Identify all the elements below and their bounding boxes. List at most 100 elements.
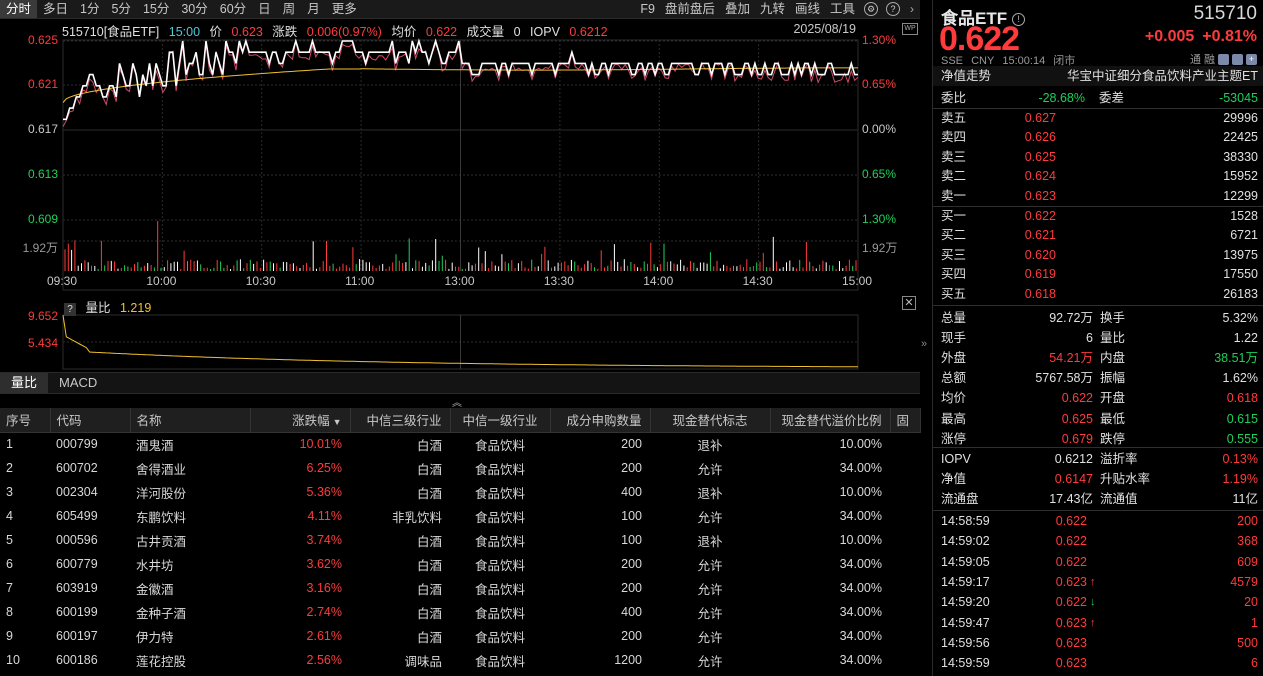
period-tab[interactable]: 更多 — [331, 2, 357, 16]
sort-desc-icon[interactable]: ▼ — [332, 417, 342, 428]
citic-l1-industry: 食品饮料 — [474, 534, 525, 549]
period-tab[interactable]: 日 — [258, 2, 271, 16]
table-row[interactable]: 6 600779 水井坊 3.62% 白酒 食品饮料 200 允许 34.00% — [0, 552, 920, 576]
column-header[interactable]: 代码 — [50, 408, 131, 433]
tick-row[interactable]: 14:58:59 0.622 200 — [933, 511, 1263, 531]
column-header[interactable]: 成分申购数量 — [550, 408, 651, 433]
stat-row[interactable]: 净值 0.6147 升贴水率 1.19% — [933, 469, 1263, 489]
help-icon[interactable]: ? — [886, 2, 900, 16]
bid-row[interactable]: 买五 0.618 26183 — [933, 284, 1263, 304]
table-row[interactable]: 5 000596 古井贡酒 3.74% 白酒 食品饮料 100 退补 10.00% — [0, 528, 920, 552]
tick-row[interactable]: 14:59:20 0.622 ↓ 20 — [933, 592, 1263, 612]
settings-icon[interactable]: ⚙ — [864, 2, 878, 16]
column-header[interactable]: 名称 — [130, 408, 251, 433]
column-header[interactable]: 中信三级行业 — [350, 408, 451, 433]
overflow-cell — [890, 648, 920, 672]
table-row[interactable]: 2 600702 舍得酒业 6.25% 白酒 食品饮料 200 允许 34.00% — [0, 456, 920, 480]
period-tab[interactable]: 30分 — [181, 2, 208, 16]
toolbar-action[interactable]: 叠加 — [724, 1, 750, 16]
stat-row[interactable]: 总额 5767.58万 振幅 1.62% — [933, 368, 1263, 388]
bell-icon[interactable] — [1232, 53, 1243, 65]
column-header[interactable]: 现金替代标志 — [650, 408, 771, 433]
cash-sub-flag: 允许 — [697, 510, 723, 525]
nav-trend-link[interactable]: 净值走势 — [941, 69, 992, 83]
toolbar-action[interactable]: F9 — [640, 1, 655, 16]
table-row[interactable]: 3 002304 洋河股份 5.36% 白酒 食品饮料 400 退补 10.00% — [0, 480, 920, 504]
toolbar-action[interactable]: 盘前盘后 — [664, 1, 715, 16]
ask-row[interactable]: 卖三 0.625 38330 — [933, 147, 1263, 167]
add-watchlist-icon[interactable]: + — [1246, 53, 1257, 65]
ask-row[interactable]: 卖一 0.623 12299 — [933, 186, 1263, 206]
bid-row[interactable]: 买一 0.622 1528 — [933, 206, 1263, 226]
tick-row[interactable]: 14:59:17 0.623 ↑ 4579 — [933, 572, 1263, 592]
quote-change: +0.005 +0.81% — [1137, 28, 1257, 46]
stat-row[interactable]: 总量 92.72万 换手 5.32% — [933, 308, 1263, 328]
iopv-label: IOPV — [530, 25, 560, 39]
period-tab[interactable]: 多日 — [43, 2, 69, 16]
tick-row[interactable]: 14:59:47 0.623 ↑ 1 — [933, 613, 1263, 633]
ask-row[interactable]: 卖五 0.627 29996 — [933, 108, 1263, 128]
stat-row[interactable]: 流通盘 17.43亿 流通值 11亿 — [933, 489, 1263, 509]
period-tab[interactable]: 5分 — [111, 2, 131, 16]
question-icon[interactable]: ? — [64, 303, 76, 316]
close-icon[interactable]: ✕ — [902, 296, 916, 310]
column-header[interactable]: 涨跌幅 ▼ — [250, 408, 351, 433]
intraday-chart[interactable]: 515710[食品ETF] 15:00 价 0.623 涨跌 0.006(0.9… — [0, 19, 920, 295]
tick-row[interactable]: 14:59:56 0.623 500 — [933, 633, 1263, 653]
stat-row[interactable]: 涨停 0.679 跌停 0.555 — [933, 429, 1263, 449]
tab-volume-ratio[interactable]: 量比 — [0, 373, 49, 393]
period-tab[interactable]: 1分 — [80, 2, 100, 16]
column-header[interactable]: 现金替代溢价比例 — [770, 408, 891, 433]
quote-change-pct: +0.81% — [1202, 28, 1257, 45]
table-row[interactable]: 4 605499 东鹏饮料 4.11% 非乳饮料 食品饮料 100 允许 34.00% — [0, 504, 920, 528]
column-header[interactable]: 固 — [890, 408, 921, 433]
volume-ratio-panel[interactable]: ? 量比 1.219 ✕ 9.652 5.434 — [0, 295, 920, 373]
info-icon[interactable]: ! — [1012, 13, 1026, 26]
volume-ratio-value: 1.219 — [119, 301, 152, 315]
table-row[interactable]: 9 600197 伊力特 2.61% 白酒 食品饮料 200 允许 34.00% — [0, 624, 920, 648]
bid-volume: 6721 — [1230, 228, 1258, 243]
ask-row[interactable]: 卖二 0.624 15952 — [933, 166, 1263, 186]
column-header[interactable]: 序号 — [0, 408, 51, 433]
ask-row[interactable]: 卖四 0.626 22425 — [933, 127, 1263, 147]
toolbar-action[interactable]: 画线 — [794, 1, 820, 16]
table-row[interactable]: 1 000799 酒鬼酒 10.01% 白酒 食品饮料 200 退补 10.00% — [0, 432, 920, 456]
table-row[interactable]: 7 603919 金徽酒 3.16% 白酒 食品饮料 200 允许 34.00% — [0, 576, 920, 600]
period-tab[interactable]: 15分 — [142, 2, 170, 16]
stat-value: 0.622 — [1061, 391, 1093, 406]
collapse-arrow-icon[interactable]: » — [921, 338, 928, 350]
index-name: 华宝中证细分食品饮料产业主题ET — [1067, 69, 1258, 83]
stat-row[interactable]: 外盘 54.21万 内盘 38.51万 — [933, 348, 1263, 368]
stat-row[interactable]: 最高 0.625 最低 0.615 — [933, 409, 1263, 429]
constituents-table[interactable]: 序号 代码 名称 涨跌幅 ▼ 中信三级行业 中信一级行业 成分申购数量 现金替代标志 现金替代溢价… — [0, 408, 921, 676]
stat-row[interactable]: 现手 6 量比 1.22 — [933, 328, 1263, 348]
period-tab[interactable]: 60分 — [219, 2, 247, 16]
stat-row[interactable]: 均价 0.622 开盘 0.618 — [933, 388, 1263, 408]
period-tabs: 分时 多日 1分 5分 15分 30分 60分日周月更多 — [0, 0, 363, 18]
period-tab[interactable]: 分时 — [0, 0, 38, 18]
nav-trend-row[interactable]: 净值走势 华宝中证细分食品饮料产业主题ET — [933, 66, 1263, 86]
tick-row[interactable]: 14:59:05 0.622 609 — [933, 552, 1263, 572]
table-row[interactable]: 8 600199 金种子酒 2.74% 白酒 食品饮料 400 允许 34.00% — [0, 600, 920, 624]
bid-row[interactable]: 买二 0.621 6721 — [933, 225, 1263, 245]
column-header[interactable]: 中信一级行业 — [450, 408, 551, 433]
chevron-right-icon[interactable]: › — [910, 2, 914, 16]
stock-code: 600702 — [56, 461, 98, 475]
period-tab[interactable]: 月 — [307, 2, 320, 16]
tick-row[interactable]: 14:59:59 0.623 6 — [933, 653, 1263, 673]
bid-row[interactable]: 买四 0.619 17550 — [933, 264, 1263, 284]
toolbar-action[interactable]: 工具 — [829, 1, 855, 16]
tab-macd[interactable]: MACD — [59, 375, 98, 390]
table-row[interactable]: 10 600186 莲花控股 2.56% 调味品 食品饮料 1200 允许 34.00% — [0, 648, 920, 672]
tick-volume: 200 — [1237, 514, 1258, 528]
stat-row[interactable]: IOPV 0.6212 溢折率 0.13% — [933, 449, 1263, 469]
cash-premium-ratio: 34.00% — [839, 461, 882, 475]
bid-row[interactable]: 买三 0.620 13975 — [933, 245, 1263, 265]
bookmark-icon[interactable] — [1218, 53, 1229, 65]
bid-volume: 17550 — [1223, 267, 1258, 282]
expand-chevron-icon[interactable]: ︽ — [452, 398, 462, 409]
toolbar-action[interactable]: 九转 — [759, 1, 785, 16]
period-tab[interactable]: 周 — [282, 2, 296, 16]
tick-row[interactable]: 14:59:02 0.622 368 — [933, 531, 1263, 551]
watermark-icon[interactable]: WP — [902, 23, 918, 35]
